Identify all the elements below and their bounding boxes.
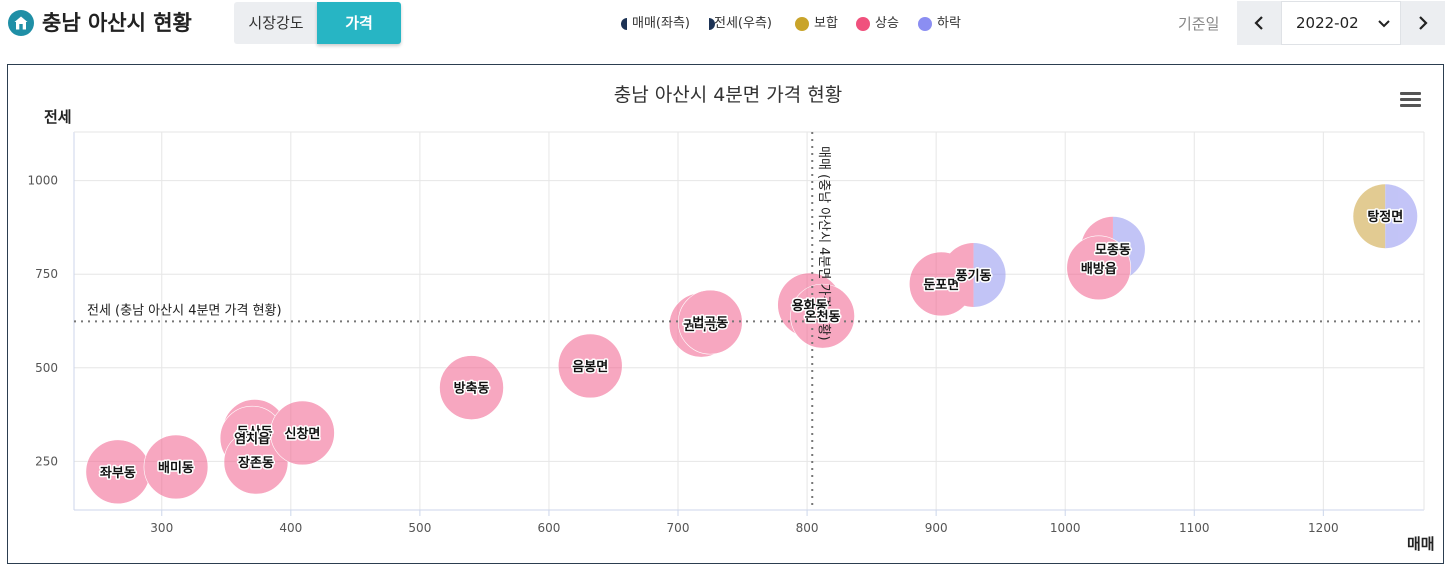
half-left-dot-icon: [621, 18, 627, 30]
bubble-label: 법곡동: [692, 315, 728, 331]
bubble-label: 방축동: [454, 381, 490, 397]
top-bar: 충남 아산시 현황 시장강도 가격 매매(좌측) 전세(우측) 보합 상승 하락: [0, 0, 1449, 48]
bubble-label: 득산동: [237, 424, 273, 440]
data-bubble[interactable]: [790, 283, 855, 349]
data-bubble-jeonse-half[interactable]: [973, 242, 1006, 307]
page-title: 충남 아산시 현황: [42, 11, 192, 35]
data-bubble[interactable]: [1066, 235, 1132, 301]
bubble-label: 음봉면: [572, 359, 608, 375]
bubble-label: 배미동: [158, 460, 194, 476]
x-tick-label: 1100: [1179, 521, 1210, 535]
tab-market-strength[interactable]: 시장강도: [234, 2, 318, 44]
bubble-label: 둔포면: [923, 277, 959, 293]
chevron-down-icon: [1378, 20, 1390, 28]
legend-label: 매매(좌측): [632, 16, 690, 31]
legend-item-flat[interactable]: 보합: [795, 14, 845, 34]
sale-average-label: 매매 (충남 아산시 4분면 가격 현황): [816, 146, 831, 341]
data-bubble-sale-half[interactable]: [941, 242, 974, 307]
legend-item-sale[interactable]: 매매(좌측): [620, 14, 700, 34]
bubble-label: 모종동: [1095, 243, 1131, 258]
x-tick-label: 500: [408, 521, 431, 535]
data-bubble[interactable]: [223, 429, 289, 495]
tab-price[interactable]: 가격: [317, 2, 401, 44]
x-tick-label: 400: [279, 521, 302, 535]
x-tick-label: 900: [925, 521, 948, 535]
date-select-value: 2022-02: [1296, 14, 1359, 32]
legend-item-rise[interactable]: 상승: [856, 14, 906, 34]
x-tick-label: 600: [537, 521, 560, 535]
bubble-label: 권곡동: [683, 319, 719, 334]
dot-icon: [918, 17, 932, 31]
data-bubble[interactable]: [439, 355, 504, 420]
y-tick-label: 250: [35, 454, 58, 468]
bubble-label: 배방읍: [1081, 261, 1117, 277]
date-label: 기준일: [1178, 15, 1220, 33]
jeonse-average-label: 전세 (충남 아산시 4분면 가격 현황): [87, 303, 282, 318]
menu-icon[interactable]: [1400, 90, 1422, 110]
legend-item-fall[interactable]: 하락: [918, 14, 968, 34]
half-right-dot-icon: [709, 18, 715, 30]
bubble-label: 염치읍: [234, 431, 270, 447]
chart-container: [7, 64, 1444, 564]
y-tick-label: 750: [35, 267, 58, 281]
next-date-button[interactable]: [1401, 1, 1445, 45]
bubble-label: 온천동: [805, 310, 841, 325]
chart-title: 충남 아산시 4분면 가격 현황: [613, 84, 843, 106]
dot-icon: [795, 17, 809, 31]
bubble-label: 풍기동: [956, 269, 992, 284]
legend-label: 하락: [937, 16, 961, 31]
y-axis-label: 전세: [44, 108, 72, 126]
data-bubble-jeonse-half[interactable]: [1385, 184, 1418, 249]
chevron-left-icon: [1254, 16, 1263, 30]
bubble-label: 좌부동: [100, 465, 136, 481]
data-bubble[interactable]: [557, 333, 623, 399]
chevron-right-icon: [1419, 16, 1428, 30]
bubble-layer: [85, 184, 1418, 505]
legend-label: 상승: [875, 16, 899, 31]
x-tick-label: 700: [667, 521, 690, 535]
bubble-label: 용화동: [792, 298, 828, 314]
data-bubble[interactable]: [270, 400, 335, 466]
x-tick-label: 300: [150, 521, 173, 535]
x-axis-label: 매매: [1407, 535, 1435, 553]
x-tick-label: 800: [796, 521, 819, 535]
data-bubble-sale-half[interactable]: [1353, 184, 1386, 249]
bubble-label: 장존동: [238, 455, 274, 471]
date-select[interactable]: 2022-02: [1281, 1, 1401, 45]
bubble-label: 신창면: [284, 426, 320, 442]
legend-item-jeonse[interactable]: 전세(우측): [702, 14, 784, 34]
home-logo-icon[interactable]: [8, 10, 34, 36]
x-tick-label: 1000: [1050, 521, 1081, 535]
dot-icon: [856, 17, 870, 31]
prev-date-button[interactable]: [1237, 1, 1281, 45]
legend-label: 전세(우측): [714, 16, 772, 31]
data-bubble[interactable]: [143, 434, 209, 500]
bubble-label: 탕정면: [1367, 209, 1403, 225]
y-tick-label: 1000: [27, 174, 58, 188]
y-tick-label: 500: [35, 361, 58, 375]
x-tick-label: 1200: [1308, 521, 1339, 535]
data-bubble[interactable]: [677, 289, 743, 355]
legend-label: 보합: [814, 16, 838, 31]
